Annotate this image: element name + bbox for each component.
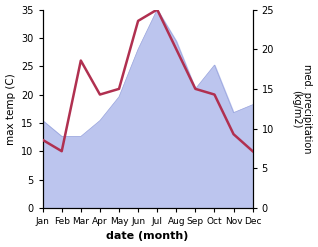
Y-axis label: max temp (C): max temp (C) (5, 73, 16, 144)
X-axis label: date (month): date (month) (107, 231, 189, 242)
Y-axis label: med. precipitation
(kg/m2): med. precipitation (kg/m2) (291, 64, 313, 153)
